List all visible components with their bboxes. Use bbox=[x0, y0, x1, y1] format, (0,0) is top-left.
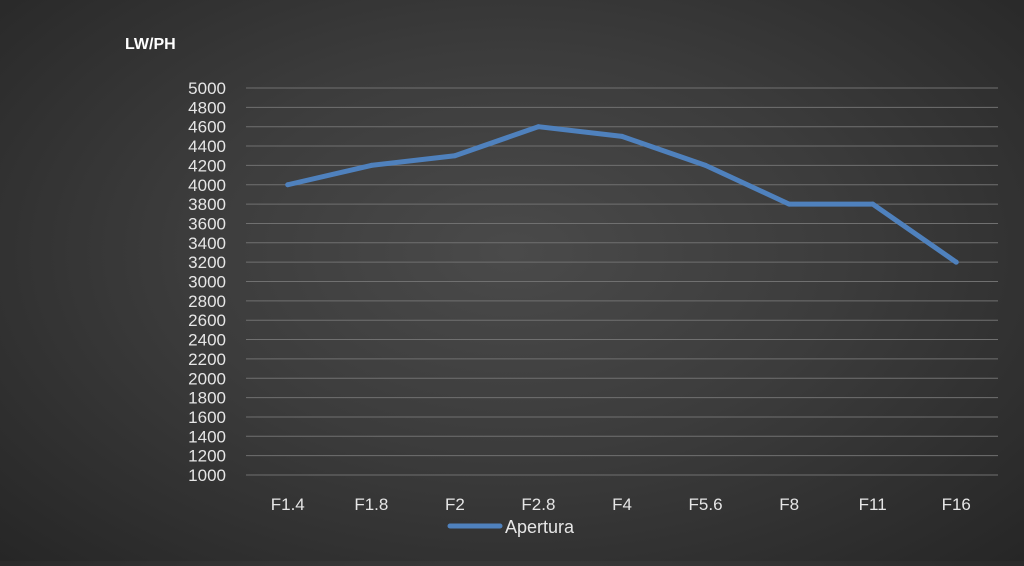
data-point bbox=[953, 259, 959, 265]
data-point bbox=[285, 182, 291, 188]
y-tick-label: 4600 bbox=[188, 118, 226, 137]
data-point bbox=[452, 153, 458, 159]
data-point bbox=[619, 133, 625, 139]
y-tick-label: 3200 bbox=[188, 253, 226, 272]
y-tick-label: 2800 bbox=[188, 292, 226, 311]
y-tick-label: 2200 bbox=[188, 350, 226, 369]
x-tick-label: F2.8 bbox=[521, 495, 555, 514]
x-tick-label: F1.4 bbox=[271, 495, 305, 514]
y-tick-label: 4200 bbox=[188, 156, 226, 175]
y-tick-label: 1200 bbox=[188, 447, 226, 466]
y-tick-label: 3800 bbox=[188, 195, 226, 214]
gridlines bbox=[246, 87, 998, 476]
y-tick-label: 1400 bbox=[188, 427, 226, 446]
x-tick-label: F5.6 bbox=[689, 495, 723, 514]
legend-label-apertura: Apertura bbox=[505, 517, 575, 537]
y-tick-label: 2600 bbox=[188, 311, 226, 330]
y-tick-label: 2400 bbox=[188, 331, 226, 350]
y-tick-label: 4800 bbox=[188, 98, 226, 117]
data-point bbox=[368, 162, 374, 168]
y-tick-label: 3600 bbox=[188, 214, 226, 233]
y-tick-label: 1000 bbox=[188, 466, 226, 485]
data-point bbox=[786, 201, 792, 207]
y-tick-label: 4000 bbox=[188, 176, 226, 195]
y-tick-label: 1800 bbox=[188, 389, 226, 408]
x-tick-label: F2 bbox=[445, 495, 465, 514]
y-axis-label: LW/PH bbox=[125, 36, 176, 53]
x-tick-label: F8 bbox=[779, 495, 799, 514]
series-line-apertura bbox=[285, 124, 959, 265]
y-tick-label: 2000 bbox=[188, 369, 226, 388]
x-tick-label: F4 bbox=[612, 495, 632, 514]
x-axis-ticks: F1.4 F1.8 F2 F2.8 F4 F5.6 F8 F11 F16 bbox=[271, 495, 971, 514]
legend: Apertura bbox=[447, 517, 575, 537]
x-tick-label: F11 bbox=[859, 495, 887, 514]
y-axis-ticks: 5000480046004400420040003800360034003200… bbox=[188, 79, 226, 485]
y-tick-label: 3400 bbox=[188, 234, 226, 253]
y-tick-label: 4400 bbox=[188, 137, 226, 156]
data-point bbox=[535, 124, 541, 130]
series-layer bbox=[285, 124, 959, 265]
x-tick-label: F1.8 bbox=[354, 495, 388, 514]
y-tick-label: 1600 bbox=[188, 408, 226, 427]
y-tick-label: 5000 bbox=[188, 79, 226, 98]
data-point bbox=[870, 201, 876, 207]
data-point bbox=[703, 162, 709, 168]
x-tick-label: F16 bbox=[942, 495, 971, 514]
y-tick-label: 3000 bbox=[188, 273, 226, 292]
